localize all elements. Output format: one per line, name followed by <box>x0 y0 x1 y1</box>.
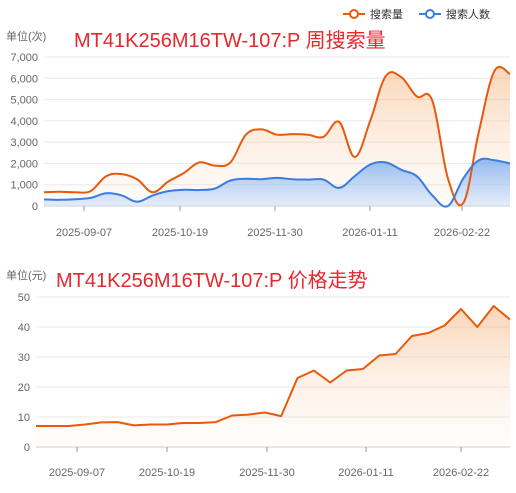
y-tick-label: 1,000 <box>10 180 38 192</box>
series-area-0 <box>36 306 510 447</box>
y-tick-label: 2,000 <box>10 158 38 170</box>
legend-label-search-users: 搜索人数 <box>446 9 490 21</box>
x-tick-label: 2026-01-11 <box>338 467 393 479</box>
y-tick-label: 0 <box>24 442 30 454</box>
y-tick-label: 50 <box>18 292 30 304</box>
legend-label-search-volume: 搜索量 <box>370 9 403 21</box>
x-tick-label: 2026-02-22 <box>433 467 489 479</box>
series-line-0 <box>43 65 511 207</box>
y-tick-label: 5,000 <box>10 95 38 107</box>
series-line-0 <box>36 305 511 427</box>
legend: 搜索量 搜索人数 <box>343 6 490 22</box>
x-tick-label: 2025-10-19 <box>139 467 195 479</box>
y-tick-label: 6,000 <box>10 73 38 85</box>
y-tick-label: 7,000 <box>10 52 38 64</box>
x-tick-label: 2025-11-30 <box>239 467 294 479</box>
y-tick-label: 4,000 <box>10 116 38 128</box>
x-tick-label: 2026-02-22 <box>434 227 490 239</box>
bottom-chart-title: MT41K256M16TW-107:P 价格走势 <box>56 270 368 292</box>
x-tick-label: 2025-10-19 <box>152 227 208 239</box>
top-chart-title: MT41K256M16TW-107:P 周搜索量 <box>74 30 386 52</box>
legend-swatch-search-volume <box>343 9 365 19</box>
x-tick-label: 2026-01-11 <box>342 227 397 239</box>
series-line-1 <box>43 157 511 208</box>
series-area-1 <box>44 158 510 207</box>
x-tick-label: 2025-11-30 <box>247 227 302 239</box>
y-tick-label: 0 <box>32 201 38 213</box>
x-tick-label: 2025-09-07 <box>56 227 112 239</box>
top-chart: 0 1,000 2,000 3,000 4,000 5,000 6,000 7,000 2025… <box>10 52 511 239</box>
x-tick-label: 2025-09-07 <box>49 467 105 479</box>
y-tick-label: 10 <box>18 412 30 424</box>
top-chart-unit: 单位(次) <box>6 31 47 43</box>
bottom-chart: 0 10 20 30 40 50 2025-09-07 2025-10-19 2025-11-3… <box>18 292 511 479</box>
legend-item-search-volume[interactable]: 搜索量 <box>343 6 403 22</box>
y-tick-label: 20 <box>18 382 30 394</box>
legend-item-search-users[interactable]: 搜索人数 <box>419 6 490 22</box>
y-tick-label: 40 <box>18 322 30 334</box>
legend-swatch-search-users <box>419 9 441 19</box>
y-tick-label: 30 <box>18 352 30 364</box>
y-tick-label: 3,000 <box>10 137 38 149</box>
bottom-chart-unit: 单位(元) <box>6 270 47 282</box>
